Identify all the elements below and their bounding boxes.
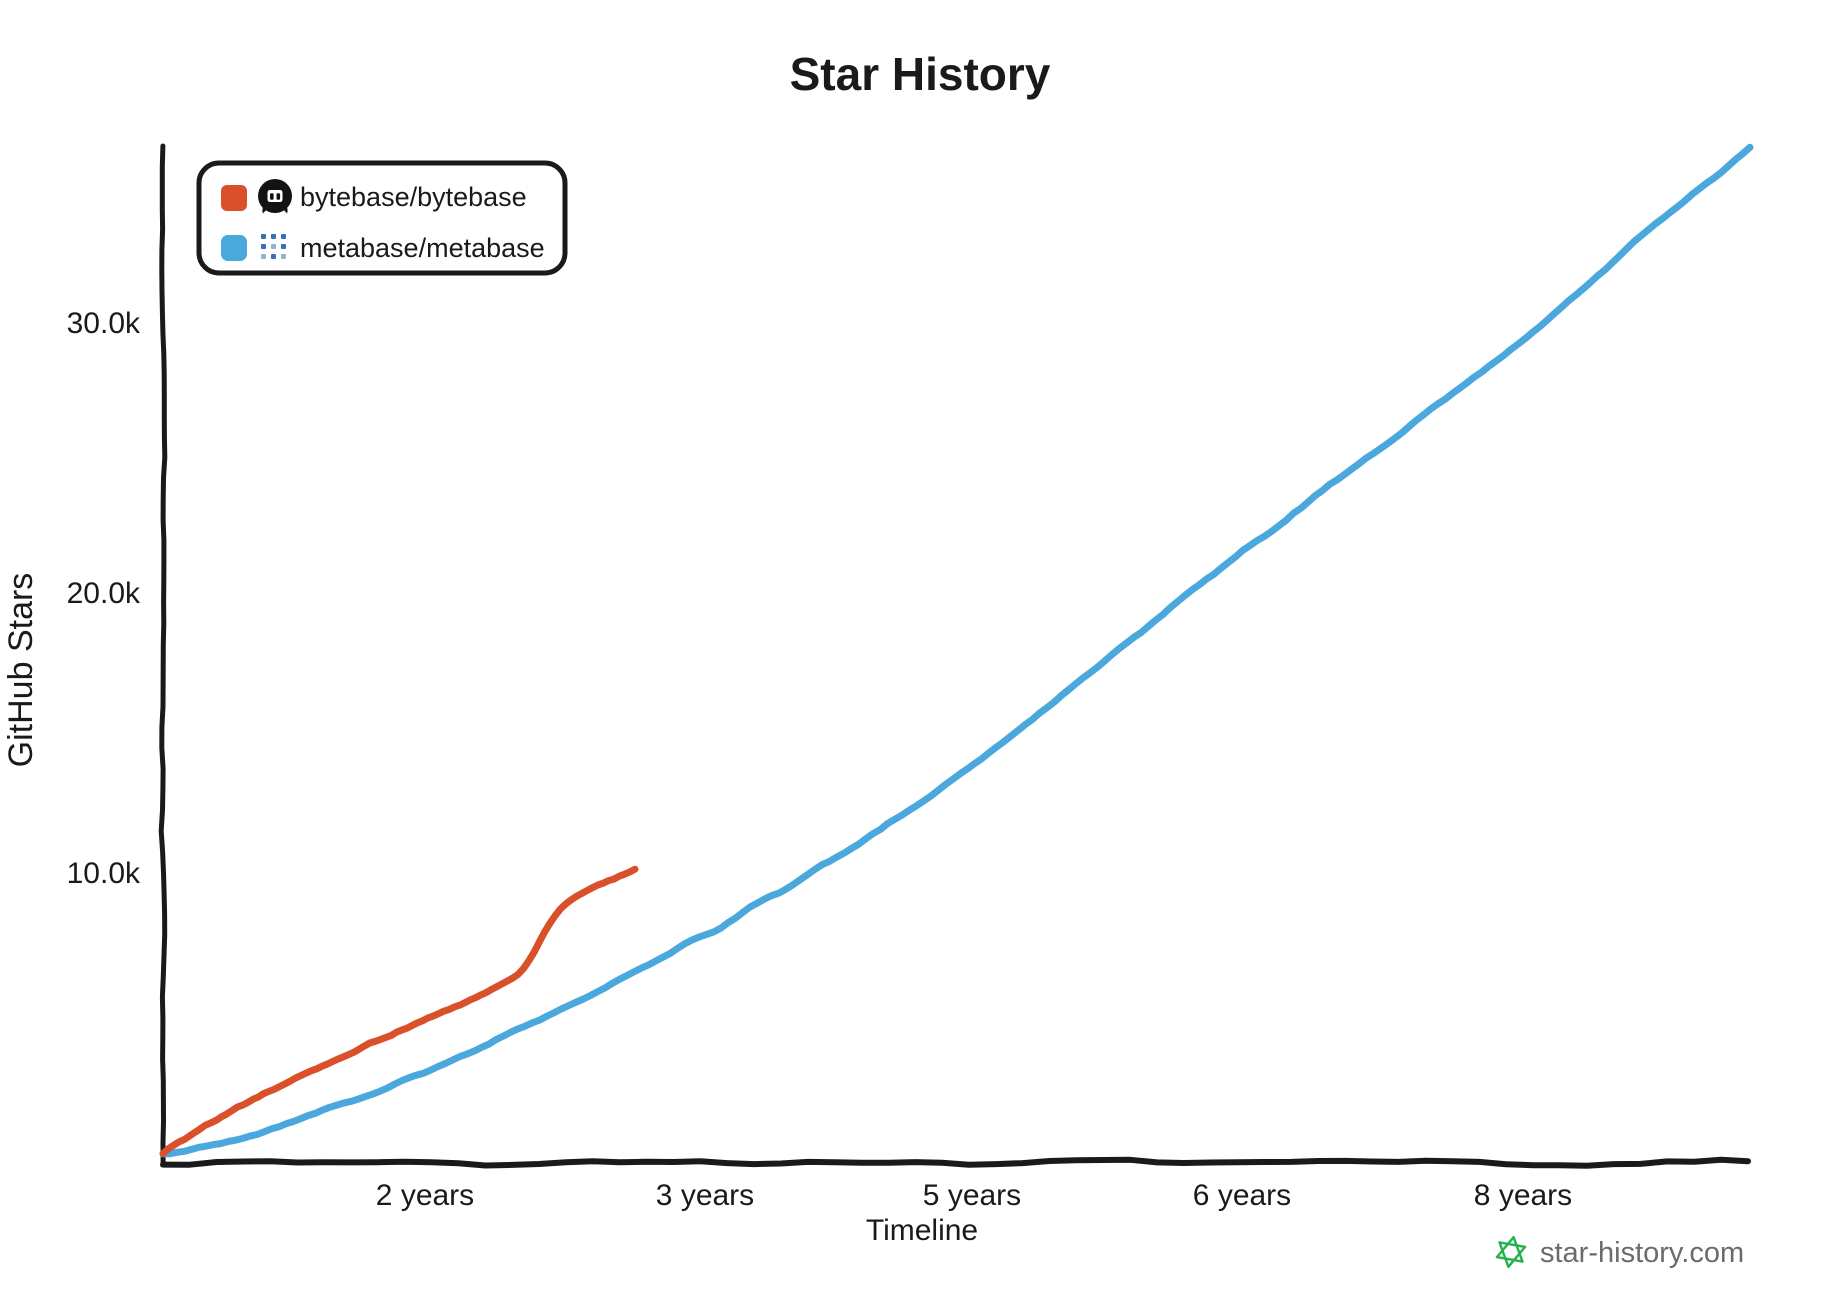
svg-text:3 years: 3 years: [656, 1179, 754, 1212]
svg-text:30.0k: 30.0k: [67, 307, 141, 340]
svg-text:bytebase/bytebase: bytebase/bytebase: [300, 182, 527, 212]
svg-text:5 years: 5 years: [923, 1179, 1021, 1212]
svg-text:Timeline: Timeline: [866, 1214, 978, 1247]
svg-text:20.0k: 20.0k: [67, 577, 141, 610]
svg-text:star-history.com: star-history.com: [1540, 1237, 1744, 1269]
svg-text:GitHub Stars: GitHub Stars: [2, 573, 40, 768]
svg-text:10.0k: 10.0k: [67, 857, 141, 890]
svg-text:Star History: Star History: [790, 48, 1051, 100]
svg-text:2 years: 2 years: [376, 1179, 474, 1212]
svg-text:8 years: 8 years: [1474, 1179, 1572, 1212]
svg-text:metabase/metabase: metabase/metabase: [300, 233, 545, 263]
svg-text:6 years: 6 years: [1193, 1179, 1291, 1212]
